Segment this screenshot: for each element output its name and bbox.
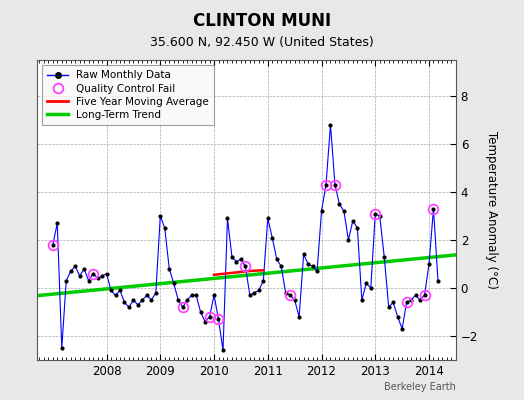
Y-axis label: Temperature Anomaly (°C): Temperature Anomaly (°C): [485, 131, 498, 289]
Text: CLINTON MUNI: CLINTON MUNI: [193, 12, 331, 30]
Text: 35.600 N, 92.450 W (United States): 35.600 N, 92.450 W (United States): [150, 36, 374, 49]
Text: Berkeley Earth: Berkeley Earth: [384, 382, 456, 392]
Legend: Raw Monthly Data, Quality Control Fail, Five Year Moving Average, Long-Term Tren: Raw Monthly Data, Quality Control Fail, …: [42, 65, 214, 125]
